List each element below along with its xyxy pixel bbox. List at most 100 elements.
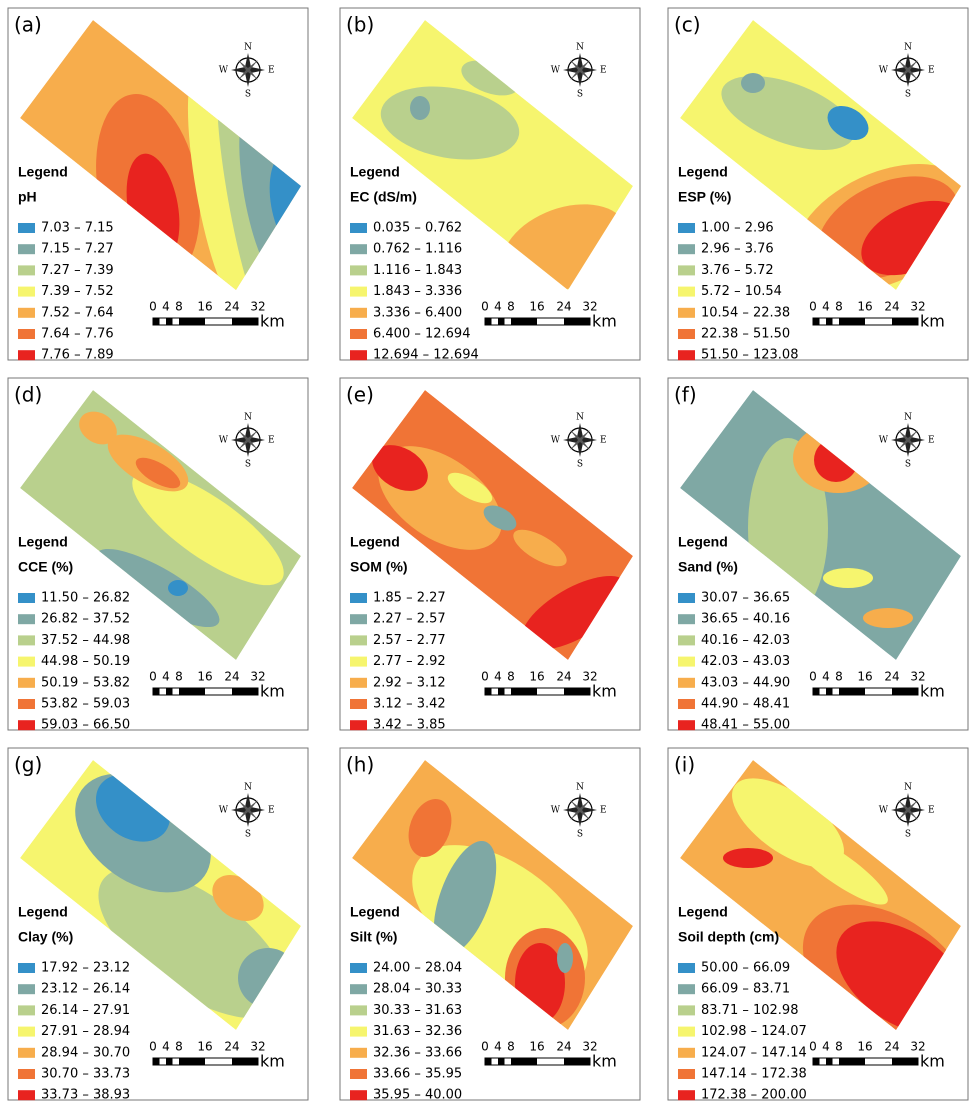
legend-swatch — [18, 265, 35, 275]
scale-label: 24 — [556, 670, 571, 684]
map-zone — [823, 568, 873, 588]
legend-item: 27.91 – 28.94 — [41, 1024, 130, 1039]
legend-swatch — [678, 287, 695, 297]
legend-swatch — [678, 593, 695, 603]
legend-item: 3.336 – 6.400 — [373, 305, 462, 320]
compass-s: S — [905, 830, 911, 840]
legend-item: 31.63 – 32.36 — [373, 1024, 462, 1039]
legend-item: 1.00 – 2.96 — [701, 221, 774, 236]
legend-swatch — [350, 1090, 367, 1100]
legend-swatch — [350, 699, 367, 709]
compass-e: E — [928, 66, 935, 76]
legend-item: 22.38 – 51.50 — [701, 327, 790, 342]
legend-title: pH — [18, 189, 37, 205]
legend-swatch — [18, 699, 35, 709]
legend-heading: Legend — [678, 534, 728, 550]
legend-item: 23.12 – 26.14 — [41, 982, 130, 997]
scale-label: 0 — [481, 670, 489, 684]
legend-title: EC (dS/m) — [350, 189, 417, 205]
scale-label: 0 — [809, 670, 817, 684]
panel-label: (h) — [346, 753, 374, 777]
panel-label: (b) — [346, 13, 374, 37]
scale-label: 16 — [197, 670, 212, 684]
scale-segment — [166, 1058, 173, 1065]
scale-segment — [511, 688, 537, 695]
compass-w: W — [219, 806, 229, 816]
legend-item: 1.85 – 2.27 — [373, 591, 446, 606]
scale-label: 8 — [507, 670, 515, 684]
scale-unit: km — [260, 1052, 285, 1071]
legend-swatch — [18, 720, 35, 730]
legend-swatch — [678, 635, 695, 645]
scale-label: 8 — [835, 300, 843, 314]
scale-unit: km — [592, 312, 617, 331]
map-zone — [557, 943, 573, 973]
legend-heading: Legend — [350, 904, 400, 920]
legend-swatch — [350, 1005, 367, 1015]
scale-segment — [813, 1058, 820, 1065]
compass-w: W — [551, 806, 561, 816]
scale-segment — [511, 318, 537, 325]
legend-item: 102.98 – 124.07 — [701, 1024, 807, 1039]
scale-label: 4 — [822, 670, 830, 684]
legend-item: 172.38 – 200.00 — [701, 1088, 807, 1102]
legend-item: 3.42 – 3.85 — [373, 718, 446, 733]
legend-swatch — [678, 984, 695, 994]
scale-label: 4 — [162, 1040, 170, 1054]
legend-item: 43.03 – 44.90 — [701, 675, 790, 690]
panel-label: (g) — [14, 753, 42, 777]
legend-swatch — [18, 1027, 35, 1037]
legend-swatch — [350, 635, 367, 645]
scale-segment — [498, 318, 505, 325]
scale-segment — [179, 1058, 205, 1065]
scale-label: 24 — [884, 1040, 899, 1054]
scale-unit: km — [592, 1052, 617, 1071]
legend-swatch — [18, 657, 35, 667]
legend-title: CCE (%) — [18, 559, 73, 575]
panel-label: (d) — [14, 383, 42, 407]
scale-segment — [166, 688, 173, 695]
legend-swatch — [678, 329, 695, 339]
legend-swatch — [678, 657, 695, 667]
legend-item: 40.16 – 42.03 — [701, 633, 790, 648]
compass-s: S — [245, 460, 251, 470]
scale-unit: km — [920, 682, 945, 701]
scale-label: 0 — [149, 670, 157, 684]
legend-swatch — [678, 265, 695, 275]
scale-label: 0 — [809, 300, 817, 314]
scale-label: 4 — [162, 670, 170, 684]
scale-label: 16 — [529, 300, 544, 314]
panel-label: (e) — [346, 383, 374, 407]
scale-segment — [485, 688, 492, 695]
legend-swatch — [678, 614, 695, 624]
compass-e: E — [268, 806, 275, 816]
scale-label: 24 — [224, 670, 239, 684]
scale-segment — [153, 688, 160, 695]
legend-swatch — [18, 244, 35, 254]
legend-item: 53.82 – 59.03 — [41, 697, 130, 712]
legend-swatch — [678, 308, 695, 318]
legend-swatch — [350, 593, 367, 603]
compass-w: W — [551, 66, 561, 76]
legend-swatch — [350, 1027, 367, 1037]
map-zone — [723, 848, 773, 868]
legend-swatch — [18, 984, 35, 994]
legend-item: 17.92 – 23.12 — [41, 961, 130, 976]
legend-item: 2.96 – 3.76 — [701, 242, 774, 257]
legend-swatch — [350, 308, 367, 318]
scale-label: 4 — [494, 670, 502, 684]
scale-segment — [813, 318, 820, 325]
legend-item: 7.52 – 7.64 — [41, 305, 114, 320]
panel-label: (f) — [674, 383, 697, 407]
legend-swatch — [350, 678, 367, 688]
compass-n: N — [904, 413, 912, 423]
scale-unit: km — [260, 682, 285, 701]
scale-segment — [232, 688, 258, 695]
map-zone — [410, 96, 430, 120]
legend-title: Sand (%) — [678, 559, 738, 575]
scale-segment — [511, 1058, 537, 1065]
legend-item: 50.19 – 53.82 — [41, 675, 130, 690]
scale-segment — [813, 688, 820, 695]
scale-label: 0 — [149, 300, 157, 314]
